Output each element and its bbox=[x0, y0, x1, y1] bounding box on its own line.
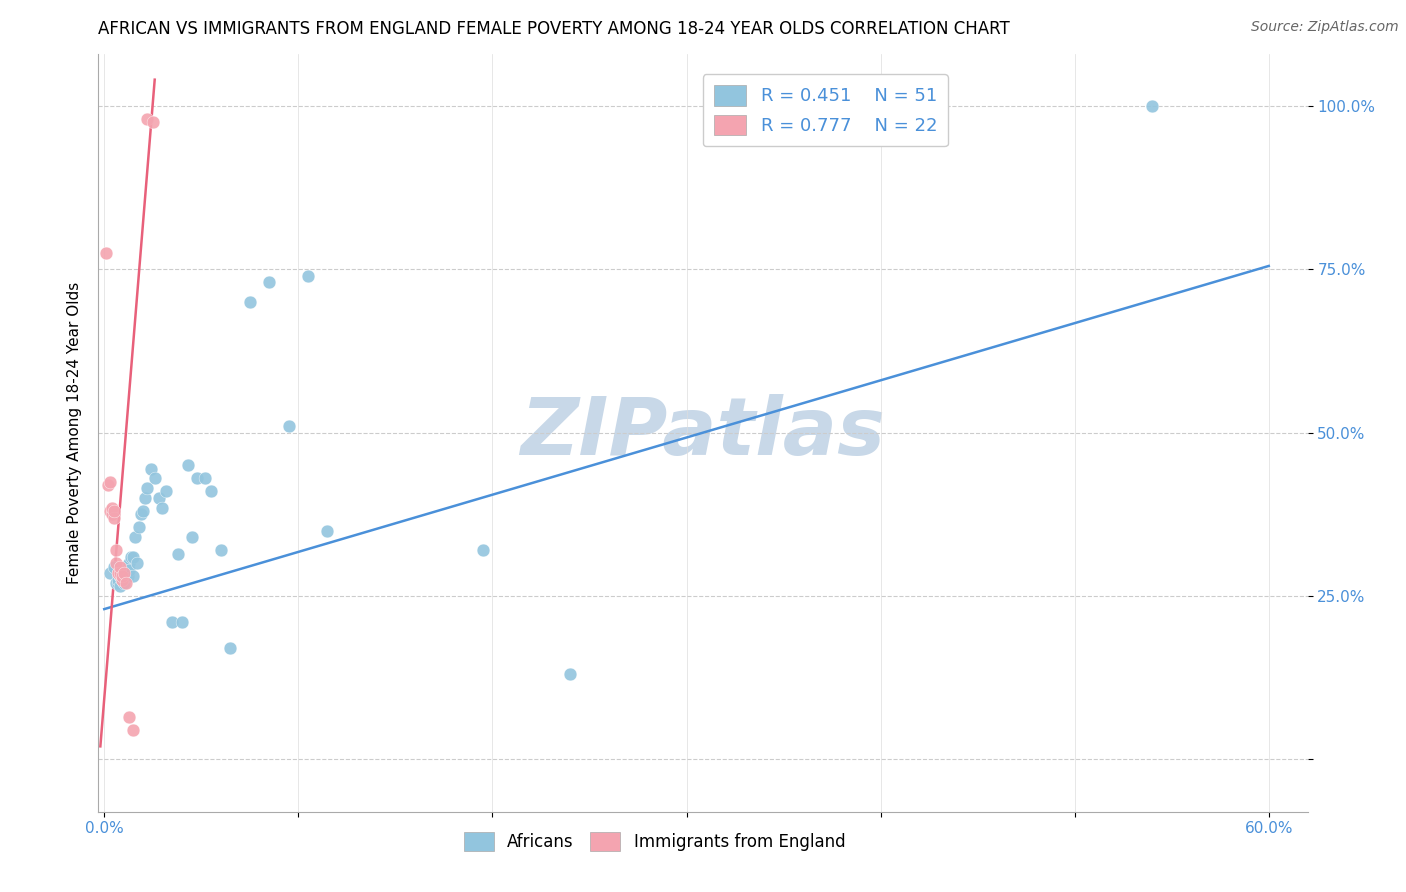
Point bbox=[117, 569, 139, 583]
Point bbox=[180, 530, 202, 544]
Point bbox=[139, 461, 162, 475]
Point bbox=[104, 543, 127, 558]
Point bbox=[118, 710, 141, 724]
Point bbox=[108, 559, 131, 574]
Text: ZIPatlas: ZIPatlas bbox=[520, 393, 886, 472]
Point bbox=[111, 566, 134, 581]
Point bbox=[257, 275, 280, 289]
Point bbox=[124, 530, 146, 544]
Point bbox=[167, 547, 190, 561]
Point bbox=[108, 569, 131, 583]
Point bbox=[316, 524, 339, 538]
Legend: Africans, Immigrants from England: Africans, Immigrants from England bbox=[457, 825, 852, 858]
Point bbox=[129, 508, 152, 522]
Point bbox=[118, 563, 141, 577]
Point bbox=[112, 566, 135, 581]
Point bbox=[104, 557, 127, 571]
Point bbox=[136, 112, 159, 126]
Point bbox=[209, 543, 232, 558]
Point bbox=[297, 268, 319, 283]
Point bbox=[111, 573, 134, 587]
Point bbox=[104, 576, 127, 591]
Point bbox=[107, 573, 129, 587]
Point bbox=[120, 549, 142, 564]
Point bbox=[117, 559, 139, 574]
Y-axis label: Female Poverty Among 18-24 Year Olds: Female Poverty Among 18-24 Year Olds bbox=[66, 282, 82, 583]
Point bbox=[107, 576, 129, 591]
Point bbox=[108, 566, 131, 581]
Point bbox=[176, 458, 198, 473]
Point bbox=[142, 115, 165, 129]
Point bbox=[108, 569, 131, 583]
Point bbox=[194, 471, 217, 485]
Point bbox=[122, 723, 145, 737]
Point bbox=[122, 549, 145, 564]
Point bbox=[128, 520, 150, 534]
Point bbox=[103, 504, 125, 518]
Point bbox=[112, 569, 135, 583]
Point bbox=[239, 294, 262, 309]
Point bbox=[122, 569, 145, 583]
Point bbox=[558, 667, 581, 681]
Text: Source: ZipAtlas.com: Source: ZipAtlas.com bbox=[1251, 20, 1399, 34]
Point bbox=[111, 573, 134, 587]
Text: AFRICAN VS IMMIGRANTS FROM ENGLAND FEMALE POVERTY AMONG 18-24 YEAR OLDS CORRELAT: AFRICAN VS IMMIGRANTS FROM ENGLAND FEMAL… bbox=[98, 21, 1010, 38]
Point bbox=[127, 557, 149, 571]
Point bbox=[101, 500, 124, 515]
Point bbox=[152, 500, 174, 515]
Point bbox=[108, 579, 131, 593]
Point bbox=[114, 566, 136, 581]
Point bbox=[219, 641, 242, 656]
Point bbox=[118, 557, 141, 571]
Point bbox=[103, 510, 125, 524]
Point bbox=[101, 508, 124, 522]
Point bbox=[170, 615, 193, 630]
Point bbox=[148, 491, 170, 505]
Point bbox=[114, 559, 136, 574]
Point bbox=[1142, 99, 1164, 113]
Point bbox=[186, 471, 208, 485]
Point bbox=[112, 576, 135, 591]
Point bbox=[98, 504, 121, 518]
Point bbox=[107, 566, 129, 581]
Point bbox=[96, 245, 118, 260]
Point bbox=[97, 478, 120, 492]
Point bbox=[277, 419, 299, 434]
Point bbox=[155, 484, 177, 499]
Point bbox=[200, 484, 222, 499]
Point bbox=[98, 475, 121, 489]
Point bbox=[103, 559, 125, 574]
Point bbox=[132, 504, 155, 518]
Point bbox=[134, 491, 156, 505]
Point bbox=[98, 566, 121, 581]
Point bbox=[114, 576, 136, 591]
Point bbox=[107, 566, 129, 581]
Point bbox=[136, 481, 159, 495]
Point bbox=[143, 471, 166, 485]
Point bbox=[111, 569, 134, 583]
Point bbox=[160, 615, 183, 630]
Point bbox=[471, 543, 494, 558]
